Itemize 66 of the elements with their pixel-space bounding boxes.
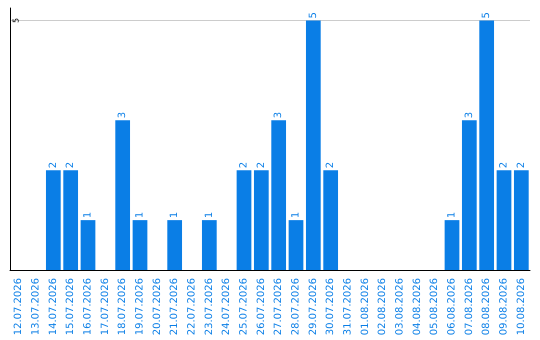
bar [306, 20, 321, 270]
x-tick-label: 09.08.2026 [498, 278, 510, 336]
x-tick-label: 10.08.2026 [516, 278, 527, 336]
x-tick-label: 14.07.2026 [48, 278, 59, 336]
x-tick-label: 29.07.2026 [308, 278, 319, 336]
bar [63, 170, 78, 270]
x-tick-label: 01.08.2026 [360, 278, 371, 336]
x-tick-label: 12.07.2026 [13, 278, 24, 336]
bar [444, 220, 460, 270]
data-label: 5 [308, 12, 319, 18]
x-tick-label: 20.07.2026 [152, 278, 163, 336]
bar [202, 220, 217, 270]
data-label: 3 [464, 112, 475, 118]
bar [115, 120, 130, 270]
data-label: 2 [48, 162, 59, 168]
bar [479, 20, 494, 270]
x-tick-label: 30.07.2026 [325, 278, 336, 336]
x-tick-label: 18.07.2026 [117, 278, 128, 336]
bar [80, 220, 96, 270]
x-tick-label: 22.07.2026 [186, 278, 198, 336]
data-label: 2 [238, 162, 250, 168]
data-label: 3 [117, 112, 128, 118]
x-tick-label: 03.08.2026 [394, 278, 406, 336]
x-tick-label: 02.08.2026 [377, 278, 388, 336]
data-label: 5 [481, 12, 492, 18]
x-tick-label: 15.07.2026 [65, 278, 76, 336]
data-label: 1 [446, 212, 458, 218]
bar [514, 170, 529, 270]
bar [288, 220, 304, 270]
x-tick-label: 27.07.2026 [273, 278, 284, 336]
data-label: 2 [256, 162, 267, 168]
x-tick-label: 23.07.2026 [204, 278, 215, 336]
x-tick-label: 08.08.2026 [481, 278, 492, 336]
data-label: 2 [65, 162, 76, 168]
x-tick-label: 17.07.2026 [100, 278, 111, 336]
data-label: 1 [290, 212, 302, 218]
bar [46, 170, 61, 270]
bar [167, 220, 182, 270]
data-label: 2 [325, 162, 336, 168]
data-label: 1 [82, 212, 94, 218]
bar [254, 170, 269, 270]
data-label: 3 [273, 112, 284, 118]
x-tick-label: 05.08.2026 [429, 278, 440, 336]
x-tick-label: 24.07.2026 [221, 278, 232, 336]
x-tick-label: 04.08.2026 [412, 278, 423, 336]
x-tick-label: 21.07.2026 [169, 278, 180, 336]
x-tick-label: 06.08.2026 [446, 278, 458, 336]
bar [236, 170, 252, 270]
x-tick-label: 19.07.2026 [134, 278, 146, 336]
data-label: 1 [169, 212, 180, 218]
data-label: 2 [516, 162, 527, 168]
bar [323, 170, 338, 270]
x-tick-label: 26.07.2026 [256, 278, 267, 336]
bar [462, 120, 477, 270]
data-label: 1 [204, 212, 215, 218]
bar [271, 120, 286, 270]
data-label: 2 [498, 162, 510, 168]
data-label: 1 [134, 212, 146, 218]
x-tick-label: 13.07.2026 [30, 278, 42, 336]
x-tick-label: 28.07.2026 [290, 278, 302, 336]
x-tick-label: 16.07.2026 [82, 278, 94, 336]
x-tick-label: 25.07.2026 [238, 278, 250, 336]
x-tick-label: 31.07.2026 [342, 278, 354, 336]
bar [132, 220, 148, 270]
bar [496, 170, 512, 270]
x-tick-label: 07.08.2026 [464, 278, 475, 336]
